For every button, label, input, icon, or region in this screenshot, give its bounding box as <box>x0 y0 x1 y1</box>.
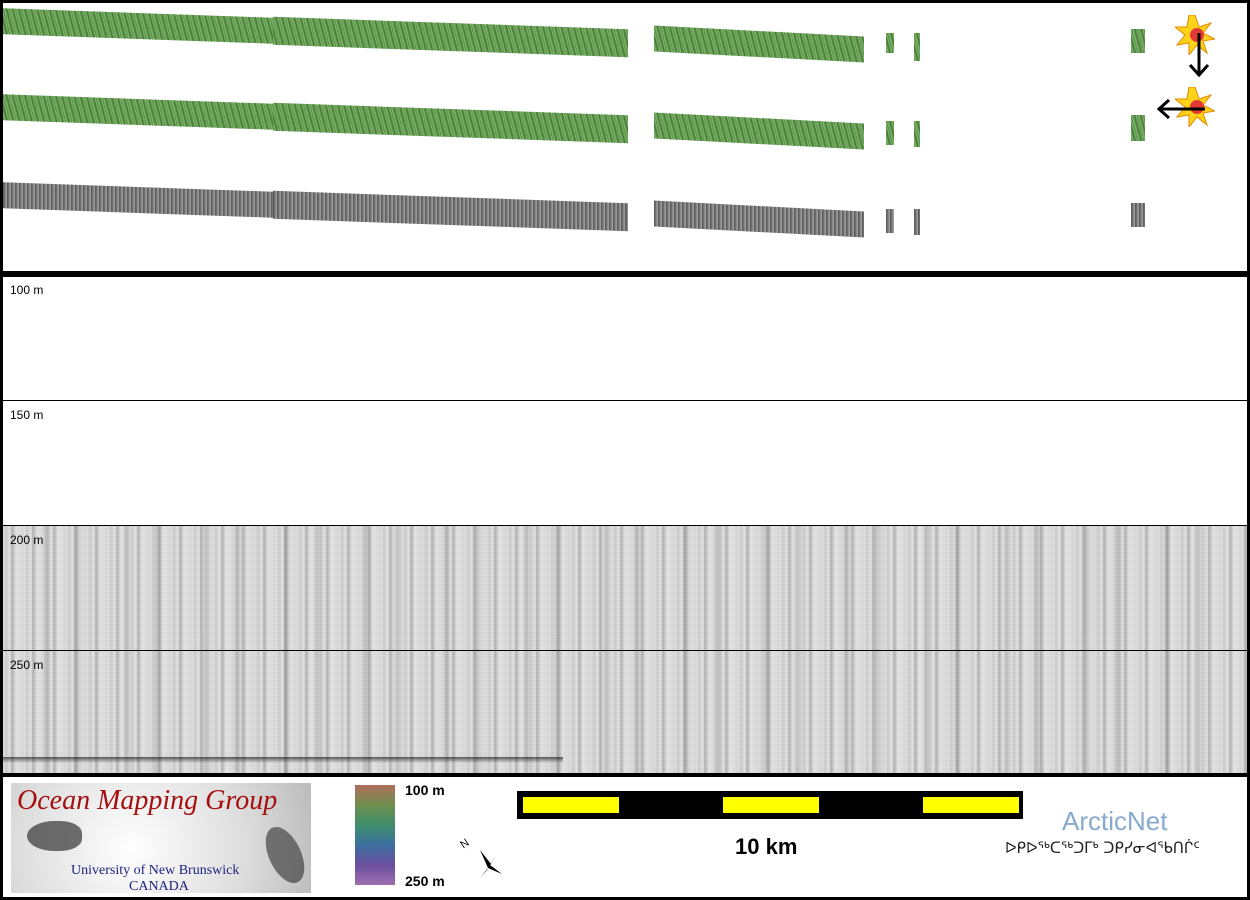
swath-gray-a <box>3 182 273 218</box>
water-column-panel: 100 m 150 m 200 m 250 m <box>3 277 1247 773</box>
north-arrow-icon: N <box>458 837 502 878</box>
swath-green-2a <box>3 94 273 130</box>
swath-green-1a <box>3 8 273 44</box>
depth-gridline <box>3 525 1247 526</box>
swath-green-2c <box>654 112 864 150</box>
arrow-down-icon <box>1188 33 1210 78</box>
swath-gray-e <box>914 209 920 235</box>
depth-gridline <box>3 650 1247 651</box>
scale-bar <box>517 791 1023 819</box>
logo-country: CANADA <box>129 879 189 894</box>
logo-title: Ocean Mapping Group <box>17 785 278 816</box>
swath-green-2e <box>914 121 920 147</box>
swath-gray-c <box>654 200 864 238</box>
colorbar-bottom-label: 250 m <box>405 873 445 889</box>
arcticnet-logo: ArcticNet <box>1062 806 1168 836</box>
swath-green-1c <box>654 25 864 63</box>
ocean-mapping-group-logo: Ocean Mapping Group University of New Br… <box>11 783 313 894</box>
depth-colorbar <box>355 785 395 885</box>
swath-green-2b <box>273 102 628 144</box>
scale-segment <box>923 797 1019 813</box>
swath-green-1b <box>273 16 628 58</box>
colorbar-top-label: 100 m <box>405 782 445 798</box>
swath-green-2f <box>1131 115 1145 141</box>
swath-gray-f <box>1131 203 1145 227</box>
swath-panel <box>3 3 1247 271</box>
fish-icon <box>257 821 313 889</box>
depth-label-100: 100 m <box>10 283 44 297</box>
legend-panel: Ocean Mapping Group University of New Br… <box>3 777 1247 897</box>
scale-label: 10 km <box>735 834 798 859</box>
swath-green-1f <box>1131 29 1145 53</box>
swath-green-2d <box>886 121 894 145</box>
logo-university: University of New Brunswick <box>71 863 240 878</box>
depth-label-150: 150 m <box>10 408 44 422</box>
scale-segment <box>723 797 819 813</box>
swath-green-1e <box>914 33 920 61</box>
fish-icon <box>27 821 82 851</box>
depth-label-250: 250 m <box>10 658 44 672</box>
scale-segment <box>523 797 619 813</box>
seabed-trace <box>3 757 563 763</box>
arrow-left-icon <box>1156 98 1205 120</box>
arcticnet-syllabics: ᐅᑭᐅᖅᑕᖅᑐᒥᒃ ᑐᑭᓯᓂᐊᖃᑎᒌᑦ <box>1005 839 1200 857</box>
backscatter-stripes <box>3 525 1247 773</box>
swath-gray-d <box>886 209 894 233</box>
depth-label-200: 200 m <box>10 533 44 547</box>
depth-gridline <box>3 400 1247 401</box>
swath-gray-b <box>273 190 628 232</box>
backscatter-noise <box>3 525 1247 773</box>
svg-text:N: N <box>458 837 471 851</box>
swath-green-1d <box>886 33 894 53</box>
